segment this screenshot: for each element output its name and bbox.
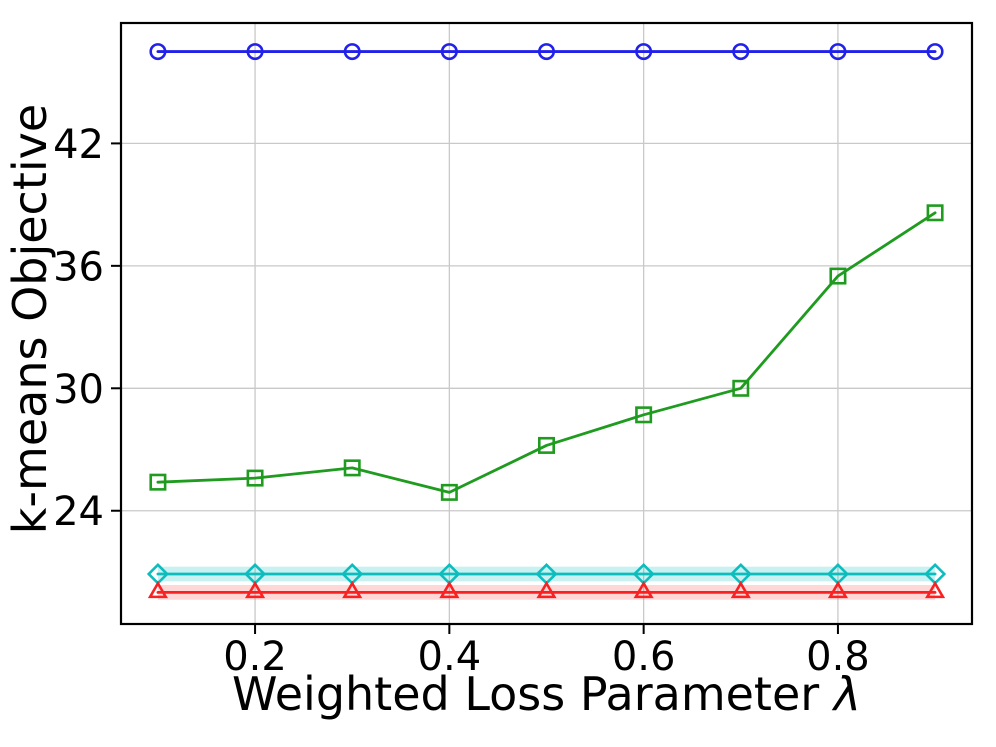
blue-circle-series-marker [926,43,944,61]
blue-circle-series-marker [829,43,847,61]
y-tick-label: 24 [53,489,104,535]
x-axis-label: Weighted Loss Parameter λ [121,669,972,720]
blue-circle-series-marker [149,43,167,61]
green-square-series-marker [635,406,653,424]
blue-circle-series-marker [635,43,653,61]
green-square-series-marker [926,204,944,222]
lambda-symbol: λ [833,667,862,721]
series-line-layer [156,50,937,594]
blue-circle-series-marker [246,43,264,61]
red-triangle-series-marker [147,580,168,599]
green-square-series-marker [246,469,264,487]
green-square-series-marker [537,436,555,454]
red-triangle-series-marker [827,580,848,599]
y-tick-label: 30 [53,367,104,413]
red-triangle-series-marker [536,580,557,599]
plot-frame-layer [119,21,974,626]
x-tick-label: 0.6 [612,634,676,680]
blue-circle-series-marker [343,43,361,61]
green-square-series-line [156,211,937,494]
x-tick-label: 0.4 [418,634,482,680]
grid-layer [121,23,972,624]
red-triangle-series-marker [925,580,946,599]
x-tick-label: 0.2 [223,634,287,680]
y-tick-label: 36 [53,244,104,290]
x-axis-label-text: Weighted Loss Parameter [231,667,834,721]
y-tick-label: 42 [53,122,104,168]
blue-circle-series-marker [537,43,555,61]
tick-layer: 0.2 0.4 0.6 0.8 24 30 36 42 [53,122,870,680]
red-triangle-series-marker [439,580,460,599]
red-triangle-series-marker [633,580,654,599]
green-square-series-marker [732,379,750,397]
y-axis-label: k-means Objective [3,103,57,535]
red-triangle-series-marker [730,580,751,599]
red-triangle-series-marker [245,580,266,599]
red-triangle-series-marker [342,580,363,599]
green-square-series-marker [440,483,458,501]
plot-border [119,21,974,626]
green-square-series-marker [343,459,361,477]
blue-circle-series-marker [732,43,750,61]
green-square-series-marker [829,267,847,285]
x-tick-label: 0.8 [806,634,870,680]
green-square-series-marker [149,473,167,491]
blue-circle-series-marker [440,43,458,61]
series-marker-layer [146,43,947,599]
